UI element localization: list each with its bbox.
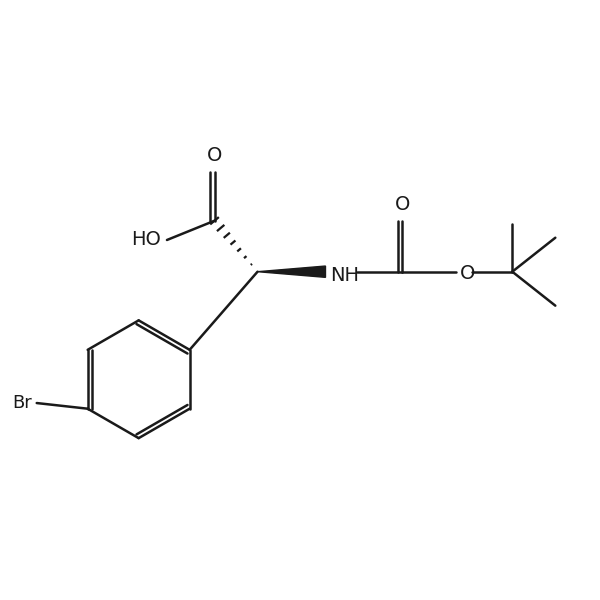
Polygon shape [257,266,325,277]
Text: O: O [460,265,476,283]
Text: O: O [207,146,222,165]
Text: HO: HO [131,230,161,250]
Text: NH: NH [330,266,359,284]
Text: O: O [395,195,410,214]
Text: Br: Br [13,394,32,412]
